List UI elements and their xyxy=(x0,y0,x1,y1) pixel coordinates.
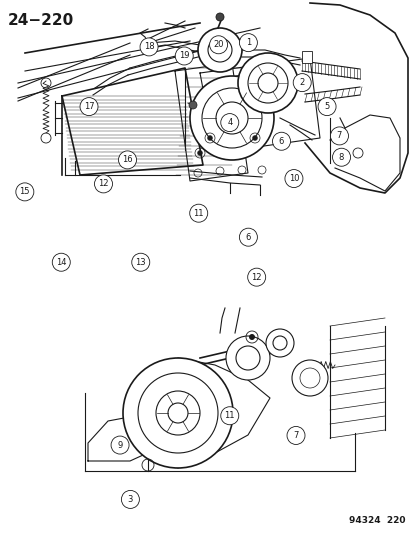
Text: 12: 12 xyxy=(251,273,261,281)
Text: 11: 11 xyxy=(224,411,235,420)
Circle shape xyxy=(235,346,259,370)
Text: 16: 16 xyxy=(122,156,133,164)
Text: 11: 11 xyxy=(193,209,204,217)
Text: 1: 1 xyxy=(245,38,250,47)
Polygon shape xyxy=(62,68,202,175)
Text: 14: 14 xyxy=(56,258,66,266)
Circle shape xyxy=(317,98,335,116)
Circle shape xyxy=(220,114,238,132)
Circle shape xyxy=(197,150,202,156)
Circle shape xyxy=(209,36,227,54)
Polygon shape xyxy=(88,415,165,461)
Circle shape xyxy=(291,360,327,396)
Circle shape xyxy=(94,175,112,193)
Text: 5: 5 xyxy=(324,102,329,111)
Text: 17: 17 xyxy=(83,102,94,111)
Circle shape xyxy=(257,73,277,93)
Text: 7: 7 xyxy=(293,431,298,440)
Circle shape xyxy=(292,74,311,92)
Text: 6: 6 xyxy=(278,137,283,146)
Circle shape xyxy=(190,76,273,160)
Circle shape xyxy=(202,88,261,148)
Circle shape xyxy=(197,28,242,72)
Text: 2: 2 xyxy=(299,78,304,87)
Circle shape xyxy=(207,38,231,62)
Circle shape xyxy=(216,13,223,21)
Circle shape xyxy=(248,334,254,340)
Text: 8: 8 xyxy=(338,153,343,161)
Circle shape xyxy=(189,101,197,109)
FancyBboxPatch shape xyxy=(301,51,311,63)
Circle shape xyxy=(207,135,212,141)
Text: 3: 3 xyxy=(128,495,133,504)
Text: 7: 7 xyxy=(336,132,341,140)
Circle shape xyxy=(247,63,287,103)
Circle shape xyxy=(80,98,98,116)
Circle shape xyxy=(189,204,207,222)
Circle shape xyxy=(52,253,70,271)
Circle shape xyxy=(266,329,293,357)
Circle shape xyxy=(131,253,150,271)
Circle shape xyxy=(123,358,233,468)
Circle shape xyxy=(247,268,265,286)
Circle shape xyxy=(118,151,136,169)
Circle shape xyxy=(272,336,286,350)
Circle shape xyxy=(239,34,257,52)
Text: 15: 15 xyxy=(19,188,30,196)
Text: 24−220: 24−220 xyxy=(8,13,74,28)
Text: 13: 13 xyxy=(135,258,146,266)
Text: 20: 20 xyxy=(213,41,223,49)
Circle shape xyxy=(111,436,129,454)
Text: 9: 9 xyxy=(117,441,122,449)
Text: 18: 18 xyxy=(143,43,154,51)
Circle shape xyxy=(239,228,257,246)
Circle shape xyxy=(237,53,297,113)
Circle shape xyxy=(225,336,269,380)
Circle shape xyxy=(41,78,51,88)
Circle shape xyxy=(175,47,193,65)
Circle shape xyxy=(332,148,350,166)
Circle shape xyxy=(286,426,304,445)
Circle shape xyxy=(220,407,238,425)
Circle shape xyxy=(168,403,188,423)
Text: 19: 19 xyxy=(178,52,189,60)
Polygon shape xyxy=(175,63,247,181)
Text: 4: 4 xyxy=(227,118,232,127)
Text: 12: 12 xyxy=(98,180,109,188)
Circle shape xyxy=(138,373,218,453)
Circle shape xyxy=(252,135,257,141)
Circle shape xyxy=(121,490,139,508)
Text: 94324  220: 94324 220 xyxy=(349,516,405,525)
Circle shape xyxy=(330,127,348,145)
Circle shape xyxy=(41,133,51,143)
Circle shape xyxy=(299,368,319,388)
Text: 10: 10 xyxy=(288,174,299,183)
Circle shape xyxy=(16,183,34,201)
Text: 6: 6 xyxy=(245,233,250,241)
Circle shape xyxy=(216,102,247,134)
Circle shape xyxy=(140,38,158,56)
Circle shape xyxy=(156,391,199,435)
Circle shape xyxy=(284,169,302,188)
Circle shape xyxy=(272,132,290,150)
